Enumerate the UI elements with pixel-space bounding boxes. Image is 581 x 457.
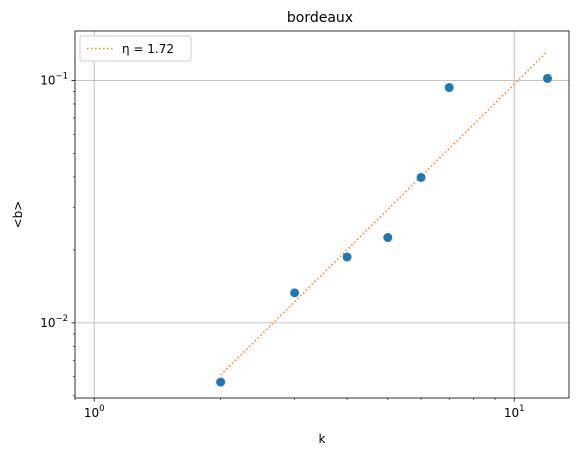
legend: η = 1.72 (79, 35, 192, 62)
fit-line-group (220, 50, 549, 376)
data-points (216, 73, 553, 387)
grid (75, 31, 569, 398)
x-axis-label: k (319, 432, 326, 446)
data-point (444, 83, 454, 93)
data-point (416, 172, 426, 182)
y-tick-label: 10−1 (40, 71, 68, 87)
x-tick-label: 101 (504, 404, 525, 420)
chart-title: bordeaux (287, 10, 353, 26)
data-point (543, 73, 553, 83)
legend-box (79, 35, 192, 62)
fit-line (220, 50, 549, 376)
data-point (342, 252, 352, 262)
x-tick-label: 100 (84, 404, 105, 420)
legend-label: η = 1.72 (122, 42, 174, 56)
minor-ticks (73, 91, 496, 400)
data-point (216, 377, 226, 387)
y-tick-label: 10−2 (40, 314, 68, 330)
y-axis-label: <b> (11, 201, 25, 229)
data-point (290, 288, 300, 298)
major-ticks: 100 101 10−2 10−1 (40, 71, 524, 420)
axes-frame (74, 30, 570, 399)
data-point (383, 233, 393, 243)
